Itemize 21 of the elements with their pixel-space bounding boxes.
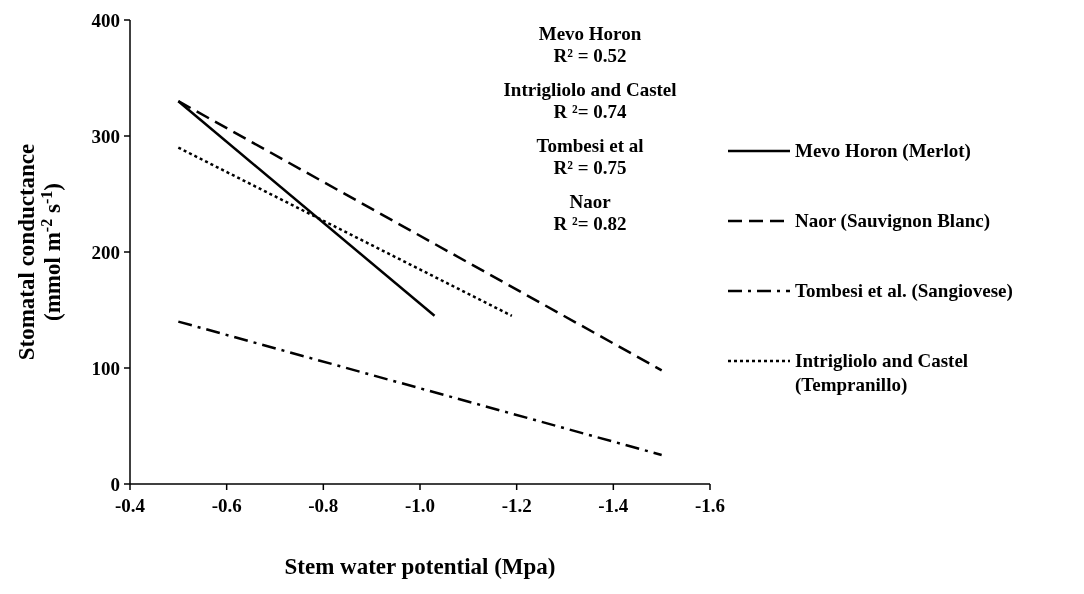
x-tick-label: -1.6 xyxy=(694,495,726,516)
x-axis-title: Stem water potential (Mpa) xyxy=(284,554,556,579)
annotation: Naor R ²= 0.82 xyxy=(553,191,627,234)
legend-label: Naor (Sauvignon Blanc) xyxy=(795,210,990,232)
legend-label: Intrigliolo and Castel (Tempranillo) xyxy=(795,350,969,396)
x-tick-label: -0.6 xyxy=(211,495,242,516)
annotation: Mevo Horon R² = 0.52 xyxy=(538,23,642,66)
x-tick-label: -0.8 xyxy=(308,495,339,516)
annotation: Tombesi et al R² = 0.75 xyxy=(536,135,644,178)
x-tick-label: -1.2 xyxy=(501,495,532,516)
legend-label: Tombesi et al. (Sangiovese) xyxy=(795,280,1013,302)
x-tick-label: -1.0 xyxy=(404,495,436,516)
y-tick-label: 300 xyxy=(91,125,120,147)
x-tick-label: -1.4 xyxy=(598,495,629,516)
y-tick-label: 200 xyxy=(91,241,120,263)
y-tick-label: 100 xyxy=(91,357,120,379)
annotation: Intrigliolo and Castel R ²= 0.74 xyxy=(503,79,677,122)
y-tick-label: 400 xyxy=(91,9,120,31)
x-tick-label: -0.4 xyxy=(114,495,146,516)
legend-label: Mevo Horon (Merlot) xyxy=(795,140,971,162)
y-tick-label: 0 xyxy=(110,473,120,495)
